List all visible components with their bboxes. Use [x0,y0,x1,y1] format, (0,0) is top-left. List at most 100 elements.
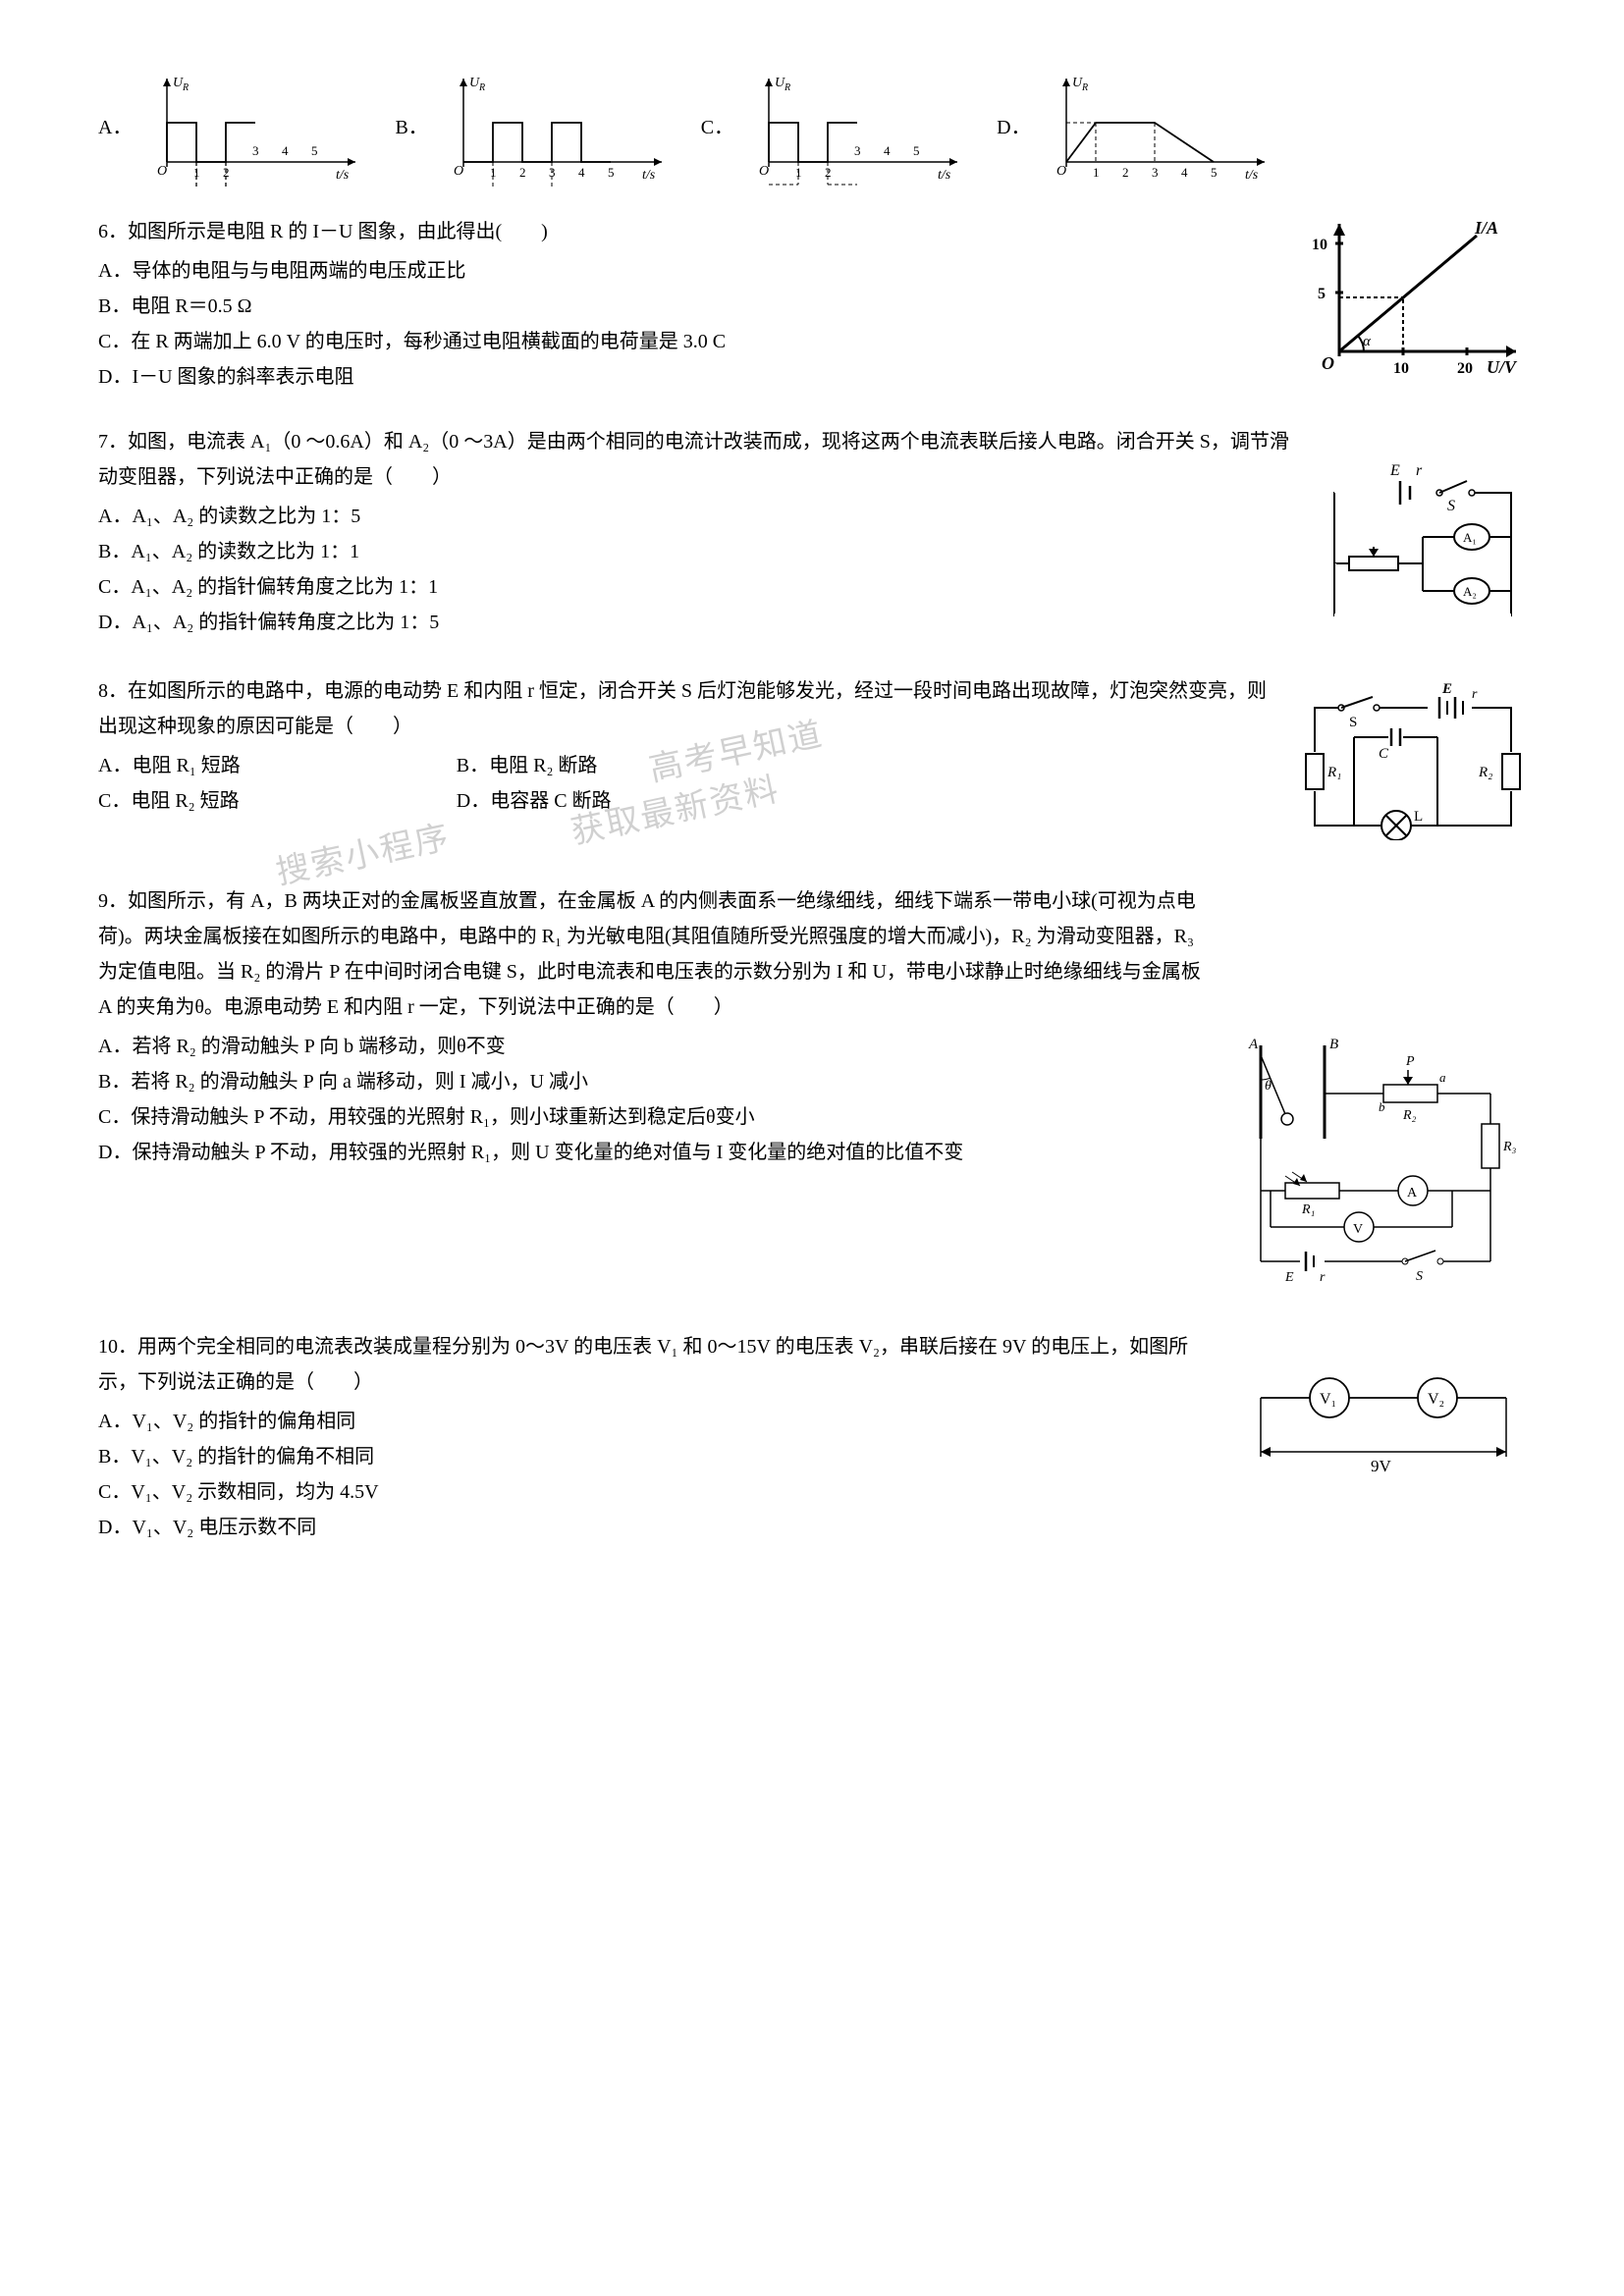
svg-text:α: α [1363,334,1372,349]
svg-text:R: R [478,82,485,93]
q7-opt-C: C．A₁、A₂ 的指针偏转角度之比为 1：1 [98,569,1526,605]
q9-opt-D: D．保持滑动触头 P 不动，用较强的光照射 R₁，则 U 变化量的绝对值与 I … [98,1135,1110,1170]
q9-R1-label: R₁ [1301,1202,1315,1217]
svg-text:2: 2 [1122,165,1129,180]
q9-theta-label: θ [1265,1079,1272,1094]
svg-text:O: O [157,164,167,179]
q7-E-label: E [1389,462,1400,479]
q9-options: A．若将 R₂ 的滑动触头 P 向 b 端移动，则θ不变 B．若将 R₂ 的滑动… [98,1029,1110,1170]
q9-P-label: P [1405,1054,1415,1069]
svg-text:4: 4 [282,143,289,158]
svg-text:O: O [454,164,463,179]
q6: I/A U/V O 5 10 10 20 α 6．如图所示是电阻 R 的 I－U… [98,214,1526,397]
q9-S-label: S [1416,1269,1423,1284]
q9-Amp-label: A [1407,1186,1418,1201]
q8-L-label: L [1414,809,1423,825]
svg-text:3: 3 [854,143,861,158]
q8-options: A．电阻 R₁ 短路 C．电阻 R₂ 短路 B．电阻 R₂ 断路 D．电容器 C… [98,748,1280,819]
q8-opt-D: D．电容器 C 断路 [457,783,612,819]
q7-figure: E r S A₁ A₂ [1320,454,1526,642]
q8-R1-label: R₁ [1326,765,1341,780]
svg-text:5: 5 [608,165,615,180]
q9-b-label: b [1379,1099,1385,1114]
q9-opt-C: C．保持滑动触头 P 不动，用较强的光照射 R₁，则小球重新达到稳定后θ变小 [98,1099,1110,1135]
q7-S-label: S [1447,498,1455,514]
q7-options: A．A₁、A₂ 的读数之比为 1：5 B．A₁、A₂ 的读数之比为 1：1 C．… [98,499,1526,640]
svg-text:R: R [784,82,790,93]
q9-E-label: E [1284,1270,1294,1285]
q5-opt-B: B． UR O t/s 123 45 [395,69,671,187]
q5-chart-A: UR O t/s 12 345 [139,69,365,187]
svg-text:5: 5 [913,143,920,158]
svg-text:t/s: t/s [642,168,656,183]
q9-opt-A: A．若将 R₂ 的滑动触头 P 向 b 端移动，则θ不变 [98,1029,1110,1064]
q7-A1-label: A₁ [1463,530,1477,545]
svg-text:t/s: t/s [336,168,350,183]
q5-chart-B: UR O t/s 123 45 [436,69,672,187]
q8-E-label: E [1441,683,1452,697]
q7-stem: 7．如图，电流表 A₁（0 ～0.6A）和 A₂（0 ～3A）是由两个相同的电流… [98,424,1526,495]
q9-a-label: a [1439,1070,1446,1085]
svg-text:O: O [1056,164,1066,179]
svg-text:R: R [182,82,189,93]
q5-chart-D: UR O t/s 123 45 [1039,69,1274,187]
q9-R3-label: R₃ [1502,1140,1517,1154]
q10-volt-label: 9V [1371,1457,1392,1475]
q7-opt-D: D．A₁、A₂ 的指针偏转角度之比为 1：5 [98,605,1526,640]
q7-A2-label: A₂ [1463,584,1477,599]
q8: 高考早知道 获取最新资料 搜索小程序 E r S C [98,673,1526,856]
svg-text:1: 1 [1093,165,1100,180]
svg-text:U/V: U/V [1487,357,1518,377]
q10-opt-D: D．V₁、V₂ 电压示数不同 [98,1510,1526,1545]
q5-opt-A: A． UR O t/s 12 345 [98,69,365,187]
q8-S-label: S [1349,715,1357,730]
q8-C-label: C [1379,746,1389,762]
q7-opt-A: A．A₁、A₂ 的读数之比为 1：5 [98,499,1526,534]
svg-text:R: R [1081,82,1088,93]
q9-er-label: r [1320,1270,1326,1285]
q9-B-label: B [1329,1037,1338,1052]
q9-V-label: V [1353,1222,1363,1237]
svg-text:O: O [1322,353,1334,373]
svg-text:2: 2 [519,165,526,180]
q5-opt-A-label: A． [98,110,132,145]
svg-text:I/A: I/A [1474,218,1498,238]
q7: E r S A₁ A₂ [98,424,1526,646]
q5-opt-D-label: D． [997,110,1030,145]
q10-figure: V₁ V₂ 9V [1241,1368,1526,1508]
svg-text:10: 10 [1312,237,1327,253]
svg-text:t/s: t/s [938,168,951,183]
q8-R2-label: R₂ [1478,765,1492,780]
q9-stem: 9．如图所示，有 A，B 两块正对的金属板竖直放置，在金属板 A 的内侧表面系一… [98,883,1526,1025]
q8-r-label: r [1472,687,1478,702]
svg-text:4: 4 [884,143,891,158]
q5-opt-C: C． UR O t/s 12 345 [701,69,967,187]
q5-opt-D: D． UR O t/s 123 45 [997,69,1273,187]
q8-opt-B: B．电阻 R₂ 断路 [457,748,612,783]
q5-opt-B-label: B． [395,110,427,145]
q8-figure: E r S C R₁ R₂ [1300,683,1526,852]
svg-text:3: 3 [1152,165,1159,180]
q5-chart-C: UR O t/s 12 345 [741,69,967,187]
q8-opt-C: C．电阻 R₂ 短路 [98,783,241,819]
q10: V₁ V₂ 9V 10．用两个完全相同的电流表改装成量程分别为 0～3V 的电压… [98,1329,1526,1545]
svg-text:5: 5 [311,143,318,158]
q9-A-label: A [1248,1037,1259,1052]
svg-text:t/s: t/s [1245,168,1259,183]
q6-figure: I/A U/V O 5 10 10 20 α [1310,214,1526,393]
svg-text:5: 5 [1211,165,1218,180]
q5-opt-C-label: C． [701,110,733,145]
svg-text:4: 4 [578,165,585,180]
q9-R2-label: R₂ [1402,1108,1417,1123]
svg-text:4: 4 [1181,165,1188,180]
q10-V2-label: V₂ [1428,1391,1444,1408]
svg-text:3: 3 [252,143,259,158]
q5-charts-row: A． UR O t/s 12 345 [98,69,1526,187]
svg-text:O: O [759,164,769,179]
q7-r-label: r [1416,462,1423,479]
q9: A B θ P b a R₂ R₃ [98,883,1526,1302]
q5-options-row: A． UR O t/s 12 345 [98,69,1526,187]
svg-text:20: 20 [1457,360,1473,377]
q8-opt-A: A．电阻 R₁ 短路 [98,748,241,783]
svg-text:10: 10 [1393,360,1409,377]
